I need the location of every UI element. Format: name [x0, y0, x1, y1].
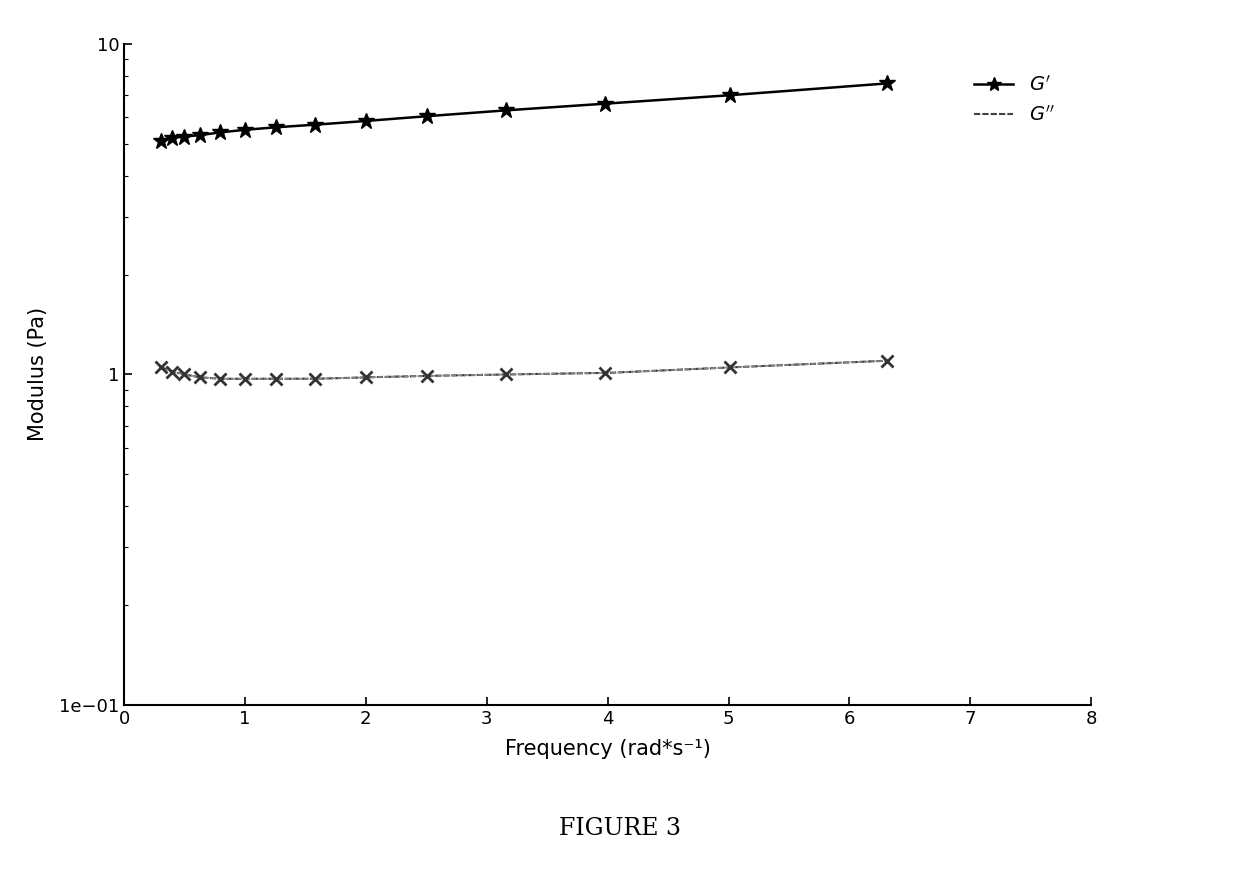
- Y-axis label: Modulus (Pa): Modulus (Pa): [27, 307, 48, 441]
- Text: FIGURE 3: FIGURE 3: [559, 817, 681, 840]
- X-axis label: Frequency (rad*s⁻¹): Frequency (rad*s⁻¹): [505, 739, 711, 759]
- Legend: $G'$, $G''$: $G'$, $G''$: [966, 67, 1063, 132]
